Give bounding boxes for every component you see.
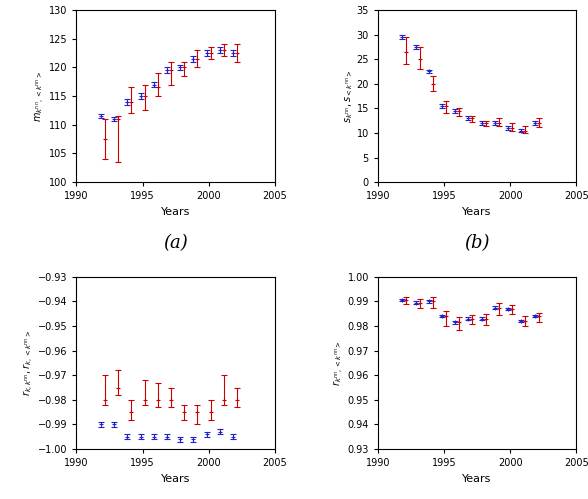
Y-axis label: $r_{k,k^{nn}},r_{k,<k^{nn}>}$: $r_{k,k^{nn}},r_{k,<k^{nn}>}$ [22, 330, 36, 396]
X-axis label: Years: Years [161, 207, 191, 217]
Text: (b): (b) [465, 234, 490, 252]
Text: (a): (a) [163, 234, 188, 252]
Y-axis label: $s_{k^{nn}},s_{<k^{nn}>}$: $s_{k^{nn}},s_{<k^{nn}>}$ [343, 69, 355, 123]
X-axis label: Years: Years [161, 474, 191, 484]
X-axis label: Years: Years [462, 474, 492, 484]
Y-axis label: $m_{k^{nn},<k^{nn}>}$: $m_{k^{nn},<k^{nn}>}$ [34, 70, 48, 122]
Y-axis label: $r_{k^{nn},<k^{nn}>}$: $r_{k^{nn},<k^{nn}>}$ [332, 340, 346, 386]
X-axis label: Years: Years [462, 207, 492, 217]
